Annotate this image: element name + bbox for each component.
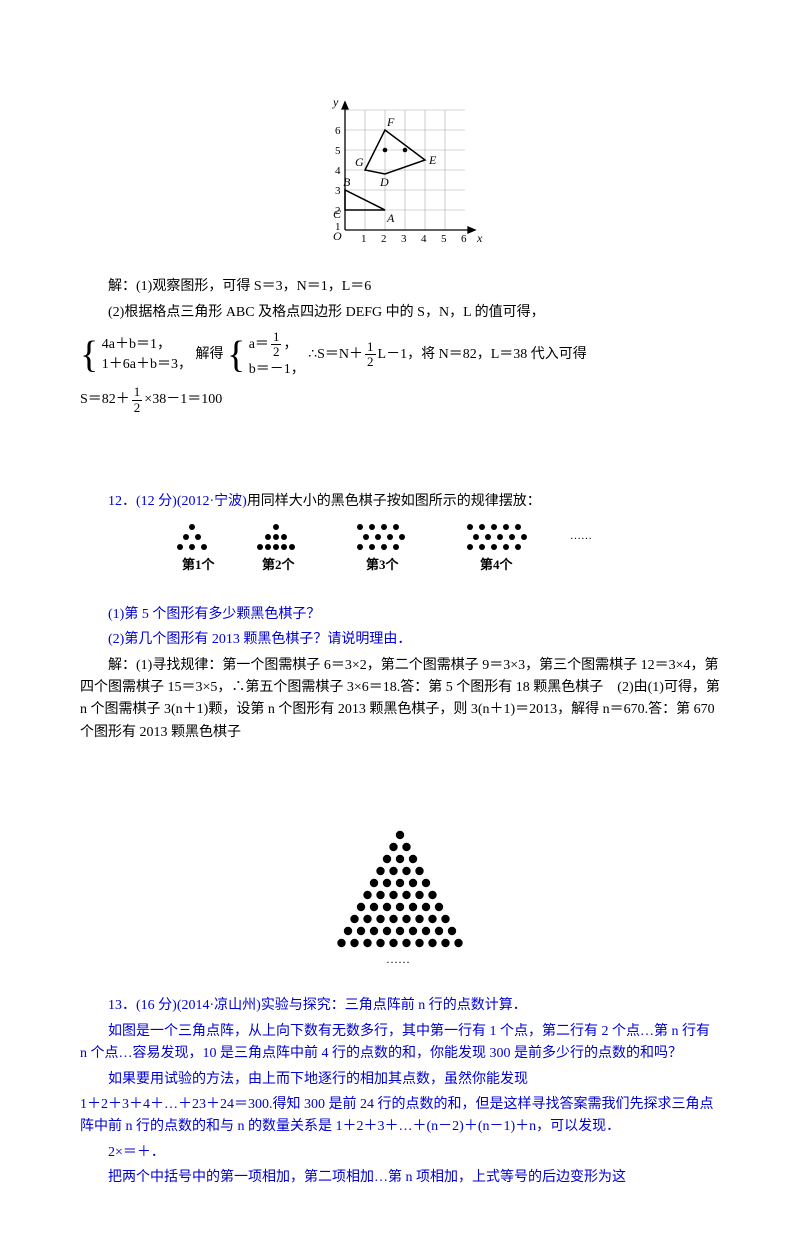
svg-text:5: 5 [335, 145, 341, 157]
spacer-2 [80, 747, 720, 817]
problem-13-p1: 如图是一个三角点阵，从上向下数有无数多行，其中第一行有 1 个点，第二行有 2 … [80, 1021, 720, 1066]
svg-text:C: C [333, 207, 342, 221]
svg-text:4: 4 [421, 233, 427, 245]
svg-text:1: 1 [361, 233, 367, 245]
problem-12-q1: (1)第 5 个图形有多少颗黑色棋子？ [80, 604, 720, 626]
svg-text:A: A [386, 211, 395, 225]
problem-13-p4: 2×＝＋． [80, 1142, 720, 1164]
triangle-dot-figure: …… [80, 827, 720, 985]
solution-line-2: (2)根据格点三角形 ABC 及格点四边形 DEFG 中的 S，N，L 的值可得… [80, 302, 720, 324]
svg-text:第4个: 第4个 [480, 557, 514, 572]
svg-text:6: 6 [335, 125, 341, 137]
svg-text:6: 6 [461, 233, 467, 245]
svg-text:4: 4 [335, 165, 341, 177]
svg-text:2: 2 [381, 233, 387, 245]
spacer [80, 418, 720, 488]
document-page: y x O 6 5 4 3 2 1 1 2 3 4 5 6 F G E D B [0, 0, 800, 1233]
svg-text:x: x [476, 231, 483, 245]
problem-13-p5: 把两个中括号中的第一项相加，第二项相加…第 n 项相加，上式等号的后边变形为这 [80, 1167, 720, 1189]
dot-patterns-figure: …… 第1个 第2个 第3个 第4个 [80, 519, 720, 597]
svg-text:第2个: 第2个 [262, 557, 296, 572]
svg-text:1: 1 [335, 221, 341, 233]
svg-text:y: y [332, 100, 339, 109]
svg-text:3: 3 [401, 233, 407, 245]
svg-text:3: 3 [335, 185, 341, 197]
svg-text:B: B [343, 175, 351, 189]
problem-13-p3: 1＋2＋3＋4＋…＋23＋24＝300.得知 300 是前 24 行的点数的和，… [80, 1094, 720, 1139]
svg-text:G: G [355, 155, 364, 169]
svg-text:……: …… [570, 530, 592, 542]
svg-text:E: E [428, 153, 437, 167]
grid-figure: y x O 6 5 4 3 2 1 1 2 3 4 5 6 F G E D B [80, 100, 720, 268]
problem-12-answer: 解：(1)寻找规律：第一个图需棋子 6＝3×2，第二个图需棋子 9＝3×3，第三… [80, 655, 720, 745]
equation-block: { 4a＋b＝1， 1＋6a＋b＝3， 解得 { a＝12， b＝－1， ∴S＝… [80, 330, 720, 379]
problem-13-header: 13．(16 分)(2014·凉山州)实验与探究：三角点阵前 n 行的点数计算． [80, 995, 720, 1017]
svg-text:第3个: 第3个 [366, 557, 400, 572]
problem-13-p2: 如果要用试验的方法，由上而下地逐行的相加其点数，虽然你能发现 [80, 1069, 720, 1091]
svg-text:5: 5 [441, 233, 447, 245]
solution-line-1: 解：(1)观察图形，可得 S＝3，N＝1，L＝6 [80, 276, 720, 298]
problem-12-header: 12．(12 分)(2012·宁波)用同样大小的黑色棋子按如图所示的规律摆放： [80, 491, 720, 513]
svg-text:F: F [386, 115, 395, 129]
equation-final: S＝82＋12×38－1＝100 [80, 385, 720, 415]
coord-grid-svg: y x O 6 5 4 3 2 1 1 2 3 4 5 6 F G E D B [315, 100, 485, 260]
svg-text:D: D [379, 175, 389, 189]
problem-12-q2: (2)第几个图形有 2013 颗黑色棋子？请说明理由． [80, 629, 720, 651]
svg-text:第1个: 第1个 [182, 557, 216, 572]
svg-text:……: …… [386, 952, 410, 966]
